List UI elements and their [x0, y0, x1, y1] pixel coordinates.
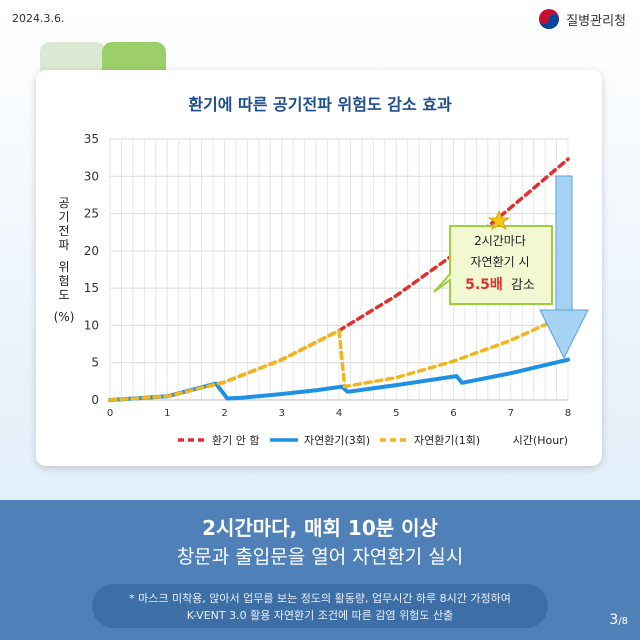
x-tick-label: 7 [508, 408, 514, 419]
x-tick-label: 4 [336, 408, 342, 419]
page-current: 3 [609, 612, 619, 628]
page-indicator: 3/8 [609, 612, 628, 628]
y-tick-label: 15 [84, 281, 99, 295]
footer-subheadline: 창문과 출입문을 열어 자연환기 실시 [176, 546, 464, 568]
legend-label: 자연환기(1회) [414, 434, 480, 447]
annotation-highlight: 5.5배 [465, 277, 503, 293]
y-tick-label: 30 [84, 169, 99, 183]
x-tick-label: 8 [565, 408, 571, 419]
agency-name: 질병관리청 [566, 13, 626, 29]
annotation-callout: 2시간마다 자연환기 시 5.5배 감소 [433, 209, 553, 305]
x-tick-label: 1 [164, 408, 170, 419]
svg-text:5.5배 감소: 5.5배 감소 [465, 277, 535, 293]
x-tick-label: 6 [450, 408, 456, 419]
card-tab-right [102, 42, 166, 72]
annotation-line2: 자연환기 시 [470, 255, 529, 269]
legend-label: 환기 안 함 [212, 434, 259, 447]
x-tick-label: 3 [279, 408, 285, 419]
y-tick-label: 5 [91, 356, 99, 370]
chart-title: 환기에 따른 공기전파 위험도 감소 효과 [188, 95, 452, 114]
footnote-box [92, 584, 548, 628]
x-axis-label: 시간(Hour) [513, 434, 568, 447]
footnote-line1: * 마스크 미착용, 앉아서 업무를 보는 정도의 활동량, 업무시간 하루 8… [129, 592, 511, 605]
footnote-line2: K-VENT 3.0 활용 자연환기 조건에 따른 감염 위험도 산출 [186, 609, 454, 622]
series-line-2 [108, 357, 570, 402]
y-tick-label: 10 [84, 318, 99, 332]
page-total: /8 [618, 616, 628, 627]
x-tick-label: 2 [221, 408, 227, 419]
y-tick-label: 20 [84, 244, 99, 258]
agency-logo-block: 질병관리청 [538, 8, 626, 30]
legend-label: 자연환기(3회) [304, 434, 370, 447]
y-tick-label: 0 [91, 393, 99, 407]
y-tick-label: 35 [84, 132, 99, 146]
decrease-arrow-icon [539, 175, 589, 360]
card-tab-left [40, 42, 106, 72]
series-line-3 [108, 317, 559, 402]
y-tick-label: 25 [84, 207, 99, 221]
annotation-line1: 2시간마다 [474, 234, 526, 248]
x-tick-label: 0 [107, 408, 113, 419]
x-tick-label: 5 [393, 408, 399, 419]
annotation-suffix: 감소 [511, 278, 535, 293]
footer-headline: 2시간마다, 매회 10분 이상 [202, 516, 438, 540]
korea-emblem-icon [539, 9, 560, 29]
date-label: 2024.3.6. [12, 12, 65, 25]
